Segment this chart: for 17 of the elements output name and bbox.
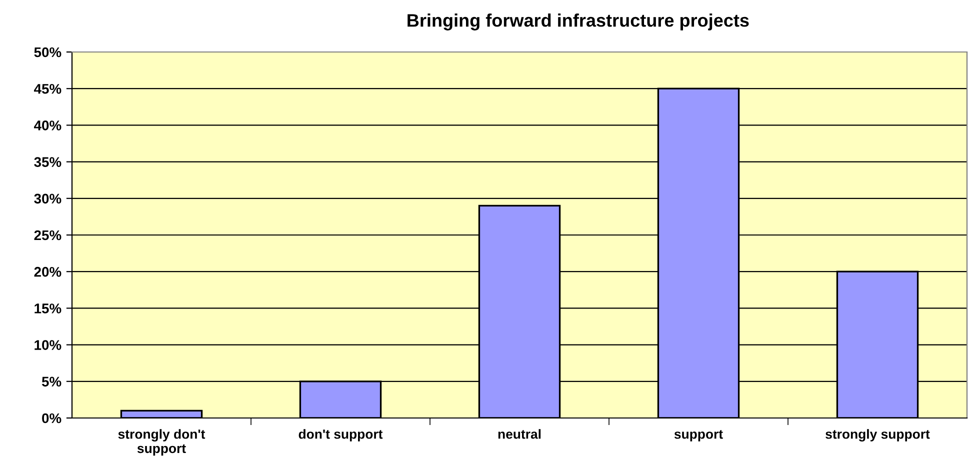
- y-tick-label: 50%: [34, 47, 62, 58]
- y-tick-label: 0%: [42, 413, 62, 424]
- x-tick-label: strongly support: [826, 429, 930, 442]
- chart-title: Bringing forward infrastructure projects: [408, 14, 749, 30]
- y-tick-label: 10%: [34, 340, 62, 350]
- x-tick-label: neutral: [498, 429, 541, 439]
- x-tick-label: don't support: [298, 429, 383, 442]
- y-tick-label: 20%: [34, 266, 62, 277]
- y-tick-label: 30%: [34, 194, 62, 204]
- y-tick-label: 15%: [34, 304, 62, 314]
- y-tick-label: 40%: [34, 120, 62, 130]
- y-tick-label: 25%: [34, 230, 62, 240]
- x-tick-label: support: [674, 430, 723, 442]
- y-tick-label: 5%: [42, 376, 62, 387]
- y-tick-label: 45%: [34, 84, 62, 94]
- y-tick-label: 35%: [34, 157, 62, 167]
- x-tick-label: strongly don't support: [118, 429, 206, 456]
